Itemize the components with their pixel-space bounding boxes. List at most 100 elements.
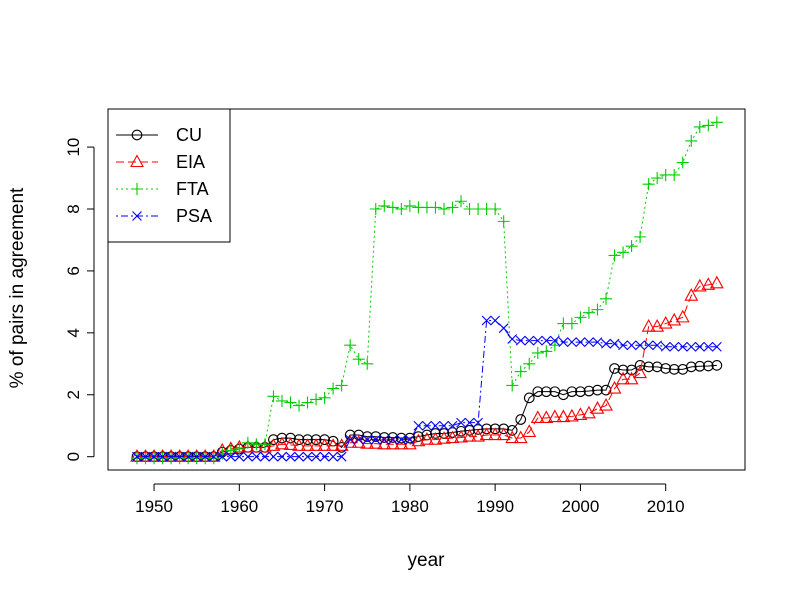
point-marker bbox=[676, 156, 689, 169]
point-marker bbox=[285, 451, 296, 462]
point-marker bbox=[335, 379, 348, 392]
point-marker bbox=[404, 434, 415, 445]
point-marker bbox=[343, 435, 358, 448]
point-marker bbox=[131, 129, 143, 141]
point-marker bbox=[488, 427, 503, 441]
legend-box bbox=[107, 108, 231, 243]
point-marker bbox=[328, 451, 339, 462]
point-marker bbox=[617, 364, 629, 376]
point-marker bbox=[566, 386, 578, 398]
point-marker bbox=[693, 120, 706, 133]
point-marker bbox=[370, 434, 381, 445]
point-marker bbox=[429, 201, 442, 214]
point-marker bbox=[660, 363, 672, 374]
point-marker bbox=[668, 168, 681, 181]
point-marker bbox=[217, 451, 228, 462]
point-marker bbox=[513, 430, 528, 444]
point-marker bbox=[275, 394, 288, 407]
point-marker bbox=[650, 319, 665, 332]
point-marker bbox=[445, 430, 460, 444]
point-marker bbox=[473, 417, 483, 428]
point-marker bbox=[506, 379, 519, 392]
point-marker bbox=[302, 434, 313, 446]
point-marker bbox=[498, 323, 509, 334]
point-marker bbox=[241, 436, 254, 449]
point-marker bbox=[515, 335, 526, 346]
point-marker bbox=[522, 424, 537, 437]
legend-label-cu: CU bbox=[176, 125, 202, 145]
point-marker bbox=[395, 203, 408, 216]
point-marker bbox=[225, 451, 236, 462]
point-marker bbox=[294, 451, 304, 462]
point-marker bbox=[694, 341, 705, 352]
point-marker bbox=[166, 451, 176, 462]
point-marker bbox=[523, 392, 535, 404]
point-marker bbox=[694, 360, 706, 372]
point-marker bbox=[403, 199, 416, 212]
point-marker bbox=[216, 447, 229, 460]
point-marker bbox=[437, 203, 450, 216]
point-marker bbox=[497, 215, 510, 228]
point-marker bbox=[507, 334, 518, 344]
point-marker bbox=[514, 365, 527, 378]
series-line-psa bbox=[136, 319, 717, 458]
point-marker bbox=[310, 393, 323, 406]
point-marker bbox=[490, 315, 501, 326]
point-marker bbox=[455, 195, 468, 208]
point-marker bbox=[301, 396, 314, 409]
point-marker bbox=[651, 361, 663, 373]
point-marker bbox=[293, 434, 305, 446]
point-marker bbox=[531, 346, 544, 359]
point-marker bbox=[524, 335, 535, 346]
point-marker bbox=[702, 119, 715, 132]
point-marker bbox=[532, 335, 543, 346]
point-marker bbox=[437, 431, 451, 444]
point-marker bbox=[583, 385, 595, 397]
point-marker bbox=[600, 384, 612, 396]
point-marker bbox=[634, 230, 647, 243]
legend-label-fta: FTA bbox=[176, 179, 209, 199]
point-marker bbox=[668, 364, 680, 375]
legend-label-eia: EIA bbox=[176, 152, 205, 172]
point-marker bbox=[283, 437, 298, 450]
point-marker bbox=[574, 311, 587, 324]
x-tick-label: 2010 bbox=[647, 497, 685, 516]
point-marker bbox=[310, 434, 322, 446]
point-marker bbox=[207, 452, 220, 465]
point-marker bbox=[541, 335, 552, 346]
point-marker bbox=[174, 451, 185, 462]
point-marker bbox=[685, 134, 698, 147]
point-marker bbox=[556, 409, 571, 423]
legend: CU EIA FTA PSA bbox=[107, 108, 231, 243]
point-marker bbox=[352, 353, 365, 366]
point-marker bbox=[369, 203, 382, 216]
point-marker bbox=[652, 340, 663, 351]
point-marker bbox=[438, 428, 450, 439]
point-marker bbox=[626, 364, 637, 376]
point-marker bbox=[618, 340, 628, 351]
point-marker bbox=[326, 438, 341, 451]
point-marker bbox=[685, 361, 697, 373]
point-marker bbox=[609, 338, 620, 349]
point-marker bbox=[318, 391, 331, 404]
point-marker bbox=[564, 408, 579, 422]
y-tick-label: 2 bbox=[64, 390, 83, 399]
series-psa bbox=[132, 315, 722, 462]
point-marker bbox=[675, 309, 690, 323]
point-marker bbox=[600, 292, 613, 305]
point-marker bbox=[224, 444, 237, 457]
point-marker bbox=[302, 451, 313, 462]
point-marker bbox=[378, 199, 391, 212]
point-marker bbox=[523, 357, 536, 370]
point-marker bbox=[455, 425, 467, 437]
point-marker bbox=[711, 341, 722, 352]
point-marker bbox=[292, 438, 306, 451]
point-marker bbox=[395, 432, 407, 444]
point-marker bbox=[300, 438, 315, 451]
point-marker bbox=[530, 410, 545, 424]
point-marker bbox=[240, 439, 255, 453]
point-marker bbox=[633, 365, 648, 379]
point-marker bbox=[311, 451, 321, 462]
point-marker bbox=[327, 382, 340, 395]
